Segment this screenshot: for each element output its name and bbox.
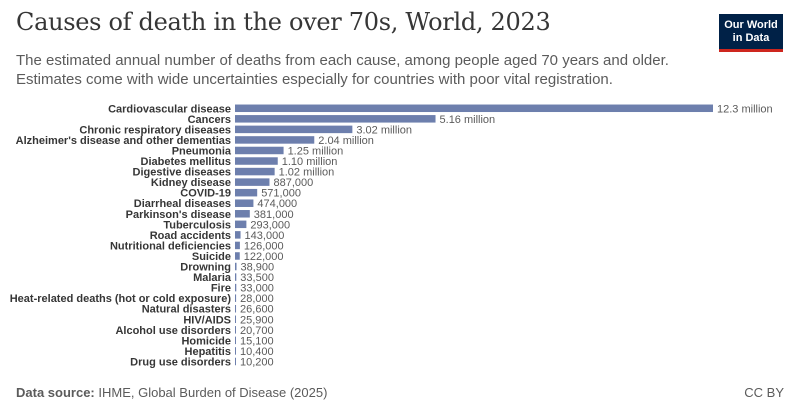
category-label: Diarrheal diseases bbox=[134, 198, 231, 210]
license-link[interactable]: CC BY bbox=[744, 385, 784, 400]
value-label: 571,000 bbox=[261, 188, 301, 200]
value-label: 33,000 bbox=[240, 283, 274, 295]
chart-title: Causes of death in the over 70s, World, … bbox=[16, 8, 551, 36]
value-label: 5.16 million bbox=[440, 114, 496, 126]
value-label: 28,000 bbox=[240, 293, 274, 305]
category-label: Nutritional deficiencies bbox=[110, 240, 231, 252]
bar[interactable] bbox=[235, 115, 436, 123]
bar[interactable] bbox=[235, 125, 353, 134]
value-label: 10,400 bbox=[240, 346, 274, 358]
category-label: Drowning bbox=[180, 262, 231, 274]
value-label: 126,000 bbox=[244, 240, 284, 252]
data-source-link[interactable]: IHME, Global Burden of Disease (2025) bbox=[98, 385, 328, 400]
bar[interactable] bbox=[235, 104, 713, 113]
logo-line-1: Our World bbox=[724, 18, 778, 31]
category-label: Parkinson's disease bbox=[126, 209, 231, 221]
bar[interactable] bbox=[235, 146, 284, 155]
value-label: 12.3 million bbox=[717, 103, 773, 115]
bar[interactable] bbox=[235, 315, 237, 324]
bar[interactable] bbox=[235, 304, 237, 313]
bar[interactable] bbox=[235, 262, 237, 271]
bar[interactable] bbox=[235, 294, 237, 302]
category-label: Cancers bbox=[188, 114, 231, 126]
bar[interactable] bbox=[235, 199, 254, 207]
category-label: Alzheimer's disease and other dementias bbox=[16, 135, 231, 147]
category-label: Fire bbox=[211, 283, 231, 295]
category-label: Kidney disease bbox=[151, 177, 231, 189]
category-label: Chronic respiratory diseases bbox=[79, 124, 231, 136]
logo-line-2: in Data bbox=[732, 31, 770, 44]
value-label: 38,900 bbox=[241, 262, 275, 274]
value-label: 1.10 million bbox=[282, 156, 338, 168]
bar[interactable] bbox=[235, 357, 236, 366]
category-label: Drug use disorders bbox=[130, 356, 231, 368]
value-label: 2.04 million bbox=[318, 135, 374, 147]
category-label: Malaria bbox=[193, 272, 232, 284]
value-label: 1.25 million bbox=[288, 145, 344, 157]
value-label: 10,200 bbox=[240, 356, 274, 368]
category-label: Suicide bbox=[192, 251, 231, 263]
value-label: 143,000 bbox=[245, 230, 285, 242]
bar[interactable] bbox=[235, 231, 241, 239]
bar[interactable] bbox=[235, 167, 275, 176]
category-label: Homicide bbox=[181, 335, 231, 347]
category-label: Alcohol use disorders bbox=[115, 325, 231, 337]
category-label: Road accidents bbox=[150, 230, 231, 242]
chart-subtitle: The estimated annual number of deaths fr… bbox=[16, 52, 669, 88]
value-label: 20,700 bbox=[240, 325, 274, 337]
category-label: Pneumonia bbox=[172, 145, 232, 157]
data-source-label: Data source: bbox=[16, 385, 95, 400]
category-label: HIV/AIDS bbox=[183, 314, 231, 326]
bar[interactable] bbox=[235, 220, 247, 229]
value-label: 887,000 bbox=[273, 177, 313, 189]
category-label: Tuberculosis bbox=[163, 219, 231, 231]
data-source: Data source: IHME, Global Burden of Dise… bbox=[16, 385, 327, 400]
bar[interactable] bbox=[235, 210, 250, 218]
value-label: 3.02 million bbox=[356, 124, 412, 136]
category-label: Cardiovascular disease bbox=[108, 103, 231, 115]
value-label: 122,000 bbox=[244, 251, 284, 263]
bar[interactable] bbox=[235, 188, 258, 197]
category-label: Hepatitis bbox=[185, 346, 231, 358]
bar[interactable] bbox=[235, 336, 236, 345]
value-label: 381,000 bbox=[254, 209, 294, 221]
bar[interactable] bbox=[235, 157, 278, 165]
value-label: 293,000 bbox=[250, 219, 290, 231]
value-label: 26,600 bbox=[240, 304, 274, 316]
bar[interactable] bbox=[235, 283, 237, 292]
value-label: 1.02 million bbox=[279, 167, 335, 179]
bar[interactable] bbox=[235, 347, 236, 355]
bar[interactable] bbox=[235, 326, 236, 334]
category-label: COVID-19 bbox=[180, 188, 231, 200]
bar[interactable] bbox=[235, 136, 315, 144]
category-label: Heat-related deaths (hot or cold exposur… bbox=[10, 293, 232, 305]
value-label: 25,900 bbox=[240, 314, 274, 326]
bar[interactable] bbox=[235, 241, 240, 250]
value-label: 474,000 bbox=[257, 198, 297, 210]
category-label: Digestive diseases bbox=[133, 167, 231, 179]
owid-logo[interactable]: Our World in Data bbox=[719, 14, 783, 52]
bar[interactable] bbox=[235, 178, 270, 186]
value-label: 15,100 bbox=[240, 335, 274, 347]
category-label: Diabetes mellitus bbox=[141, 156, 231, 168]
category-label: Natural disasters bbox=[142, 304, 231, 316]
bar[interactable] bbox=[235, 273, 237, 281]
bar[interactable] bbox=[235, 252, 240, 260]
value-label: 33,500 bbox=[240, 272, 274, 284]
